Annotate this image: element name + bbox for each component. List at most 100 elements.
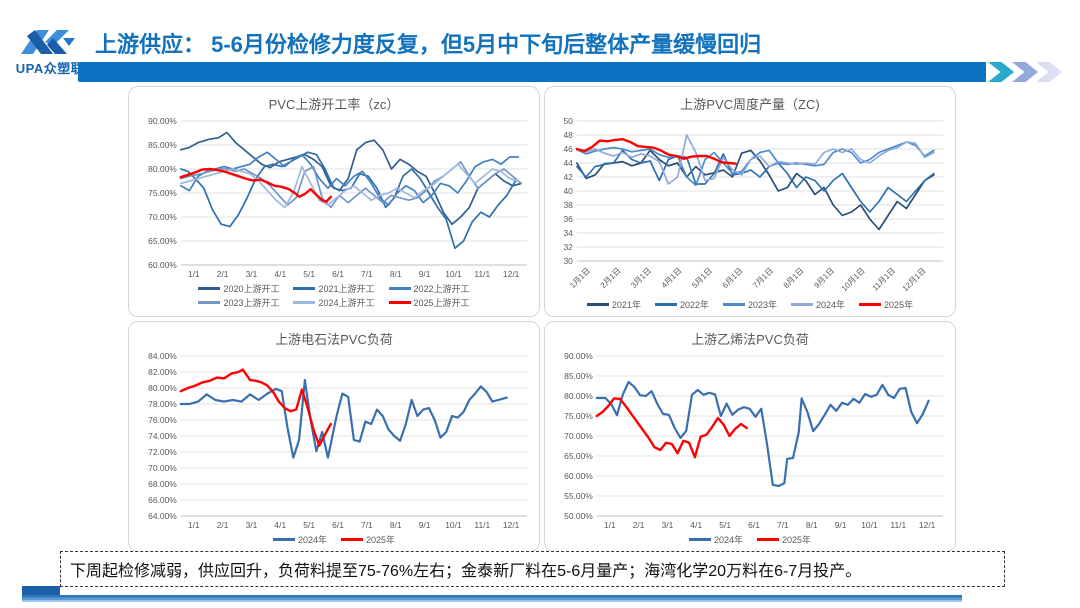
svg-text:46: 46 (563, 144, 573, 154)
legend-swatch-icon (586, 303, 609, 306)
page-title: 上游供应： 5-6月份检修力度反复，但5月中下旬后整体产量缓慢回归 (95, 32, 762, 57)
svg-text:38: 38 (563, 200, 573, 210)
svg-text:1/1: 1/1 (188, 520, 200, 530)
chart-legend: 2021年 2022年 2023年 2024年 2025年 (551, 297, 949, 314)
svg-text:4月1日: 4月1日 (660, 266, 684, 290)
chart-plot-area: 64.00% 66.00% 68.00% 70.00% 72.00% 74.00% 76.0… (135, 348, 533, 532)
legend-swatch-icon (293, 287, 316, 290)
upa-logo: UPA众塑联 (8, 24, 92, 77)
svg-text:3/1: 3/1 (662, 520, 674, 530)
svg-text:30: 30 (563, 256, 573, 266)
legend-swatch-icon (757, 538, 779, 541)
legend-row: 2024年 2025年 (266, 533, 402, 546)
chart-svg: 50.00% 55.00% 60.00% 65.00% 70.00% 75.00% 80.0… (564, 351, 944, 530)
svg-text:36: 36 (563, 214, 573, 224)
svg-text:4/1: 4/1 (274, 269, 286, 279)
legend-item: 2022年 (654, 298, 709, 311)
svg-text:10/1: 10/1 (445, 269, 462, 279)
legend-label: 2023上游开工 (223, 298, 280, 308)
svg-text:90.00%: 90.00% (564, 351, 593, 361)
legend-label: 2023年 (747, 300, 778, 310)
legend-item: 2023年 (722, 298, 778, 311)
svg-text:82.00%: 82.00% (148, 367, 177, 377)
upa-logo-icon (21, 30, 75, 54)
svg-text:9/1: 9/1 (419, 520, 431, 530)
svg-text:40: 40 (563, 186, 573, 196)
chart-svg: 64.00% 66.00% 68.00% 70.00% 72.00% 74.00% 76.0… (148, 351, 528, 530)
svg-text:90.00%: 90.00% (148, 116, 177, 126)
svg-text:85.00%: 85.00% (564, 371, 593, 381)
svg-text:72.00%: 72.00% (148, 447, 177, 457)
svg-text:8/1: 8/1 (390, 520, 402, 530)
svg-text:7月1日: 7月1日 (751, 266, 775, 290)
legend-row: 2021年 2022年 2023年 2024年 2025年 (580, 298, 920, 311)
svg-text:4/1: 4/1 (690, 520, 702, 530)
legend-item: 2021年 (586, 298, 641, 311)
summary-note: 下周起检修减弱，供应回升，负荷料提至75-76%左右；金泰新厂料在5-6月量产；… (60, 551, 1005, 587)
svg-text:1月1日: 1月1日 (568, 266, 592, 290)
svg-text:60.00%: 60.00% (564, 471, 593, 481)
svg-text:80.00%: 80.00% (564, 391, 593, 401)
legend-item: 2024年 (688, 533, 743, 546)
legend-item: 2024上游开工 (293, 296, 375, 309)
svg-text:11/1: 11/1 (890, 520, 906, 530)
legend-swatch-icon (341, 538, 363, 541)
svg-text:12/1: 12/1 (919, 520, 936, 530)
svg-text:70.00%: 70.00% (148, 212, 177, 222)
legend-label: 2022年 (679, 300, 709, 310)
svg-text:11月1日: 11月1日 (871, 266, 898, 293)
legend-item: 2022上游开工 (388, 282, 470, 295)
svg-text:9月1日: 9月1日 (812, 266, 836, 290)
svg-text:1/1: 1/1 (604, 520, 616, 530)
svg-text:5/1: 5/1 (303, 520, 315, 530)
svg-text:8/1: 8/1 (806, 520, 818, 530)
chart-card-operating-rate: PVC上游开工率（zc） 60.00% 65.00% 70.00% 75.00% 80.… (128, 86, 540, 317)
chart-title: 上游电石法PVC负荷 (275, 332, 393, 347)
svg-text:80.00%: 80.00% (148, 383, 177, 393)
svg-text:6/1: 6/1 (332, 520, 344, 530)
chart-svg: 30 32 34 36 38 40 42 44 46 48 50 1月1日 2月1日 3月1日 4月1日 5月… (563, 116, 944, 293)
svg-text:3/1: 3/1 (246, 520, 258, 530)
legend-label: 2024上游开工 (318, 298, 375, 308)
svg-text:3月1日: 3月1日 (629, 266, 653, 290)
svg-text:2/1: 2/1 (633, 520, 645, 530)
svg-text:6月1日: 6月1日 (721, 266, 745, 290)
legend-item: 2024年 (791, 298, 845, 311)
svg-text:42: 42 (563, 172, 573, 182)
svg-text:75.00%: 75.00% (564, 411, 593, 421)
svg-text:12/1: 12/1 (503, 269, 520, 279)
svg-text:5/1: 5/1 (719, 520, 731, 530)
svg-text:70.00%: 70.00% (148, 463, 177, 473)
svg-text:9/1: 9/1 (419, 269, 431, 279)
svg-text:8/1: 8/1 (390, 269, 402, 279)
svg-text:76.00%: 76.00% (148, 415, 177, 425)
svg-text:48: 48 (563, 130, 573, 140)
legend-swatch-icon (388, 287, 411, 290)
svg-text:84.00%: 84.00% (148, 351, 177, 361)
chart-card-ethylene-load: 上游乙烯法PVC负荷 50.00% 55.00% 60.00% 65.00% 70.00… (544, 321, 956, 552)
svg-text:8月1日: 8月1日 (782, 266, 806, 290)
legend-item: 2025上游开工 (388, 296, 470, 309)
svg-text:7/1: 7/1 (777, 520, 789, 530)
legend-item: 2025年 (859, 298, 913, 311)
svg-text:75.00%: 75.00% (148, 188, 177, 198)
legend-row: 2024年 2025年 (682, 533, 818, 546)
svg-text:2/1: 2/1 (217, 269, 229, 279)
chart-card-carbide-load: 上游电石法PVC负荷 64.00% 66.00% 68.00% 70.00% 72.00… (128, 321, 540, 552)
svg-text:1/1: 1/1 (188, 269, 200, 279)
chart-legend: 2024年 2025年 (551, 532, 949, 549)
legend-item: 2021上游开工 (293, 282, 375, 295)
legend-swatch-icon (654, 303, 677, 306)
svg-text:50: 50 (563, 116, 573, 126)
legend-swatch-icon (859, 303, 882, 306)
svg-text:5月1日: 5月1日 (690, 266, 714, 290)
chart-plot-area: 30 32 34 36 38 40 42 44 46 48 50 1月1日 2月1日 3月1日 4月1日 5月… (551, 113, 949, 297)
header-accent-bar (78, 62, 986, 82)
chevron-right-icon (988, 62, 1014, 82)
legend-swatch-icon (272, 538, 295, 541)
chart-legend: 2024年 2025年 (135, 532, 533, 549)
legend-swatch-icon (388, 301, 411, 304)
legend-swatch-icon (198, 301, 221, 304)
svg-text:65.00%: 65.00% (148, 236, 177, 246)
